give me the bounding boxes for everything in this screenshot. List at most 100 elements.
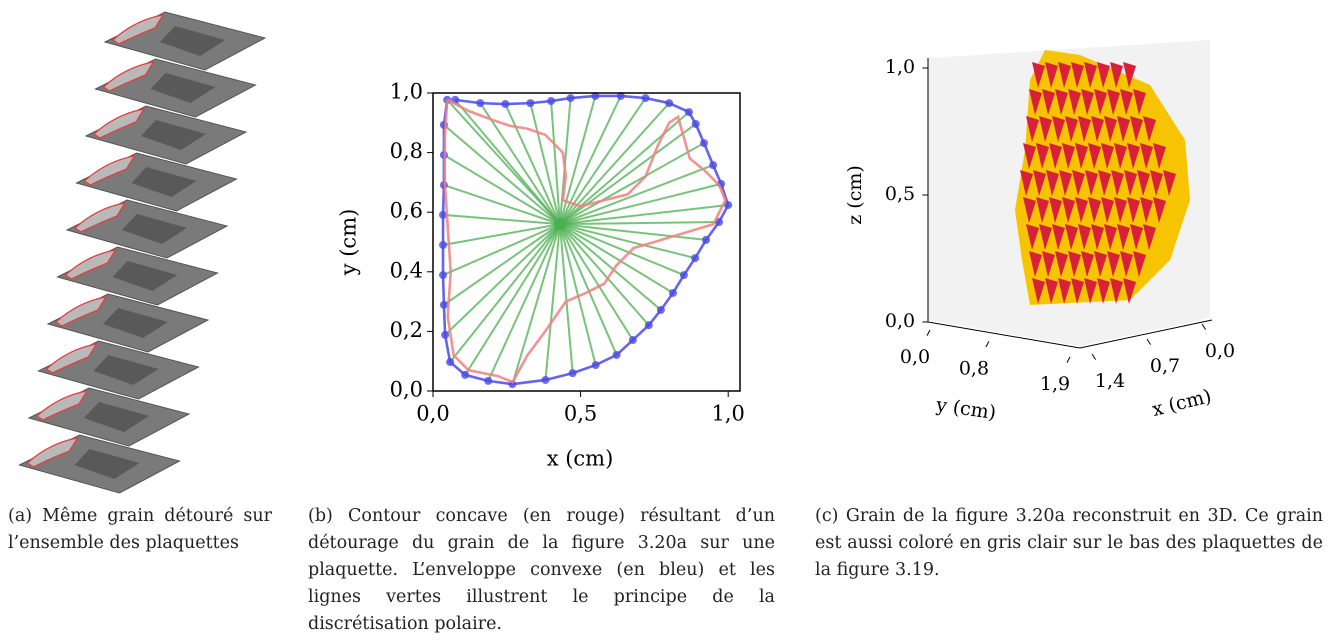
panel-b-chart: 0,0 0,5 1,0 0,0 0,2 0,4 0,6 0,8 1,0 x (cm) y (cm) [337,80,745,471]
hull-point [616,91,625,100]
facet [1163,170,1176,196]
facet [1039,116,1052,142]
hull-point [547,97,556,106]
facet [1143,224,1156,250]
facet [1072,170,1085,196]
polar-spoke [487,223,561,382]
facet [1107,251,1120,277]
hull-point [591,91,600,100]
facet [1124,170,1137,196]
facet [1143,116,1156,142]
grain-outline [73,202,127,233]
facet [1026,116,1039,142]
polar-spoke [559,123,697,225]
facet [1140,197,1153,223]
hull-point [461,370,470,379]
y-tick-label: 1,0 [390,80,423,104]
x-axis-label: x (cm) [547,447,614,471]
slice-texture [160,26,225,56]
polar-spoke [464,223,561,376]
polar-spoke [444,223,561,336]
x-axis [1079,319,1213,349]
facet [1094,89,1107,115]
grain-outline [111,14,165,45]
slice-texture [74,449,140,479]
x-tick-label: 1,4 [1095,370,1125,392]
polar-spoke [443,223,561,306]
hull-point [702,235,711,244]
hull-point [439,271,448,280]
facet [1029,89,1042,115]
facet [1111,170,1124,196]
facet [1045,278,1058,304]
y-tick-label: 0,8 [390,139,423,163]
caption-c: (c) Grain de la figure 3.20a reconstruit… [815,506,1323,580]
facet [1068,251,1081,277]
facet [1081,251,1094,277]
facet [1075,143,1088,169]
x-tick [1146,338,1152,345]
slice-texture [84,402,149,432]
facet [1078,116,1091,142]
hull-point [476,99,485,108]
z-tick-label: 0,5 [885,183,915,205]
facet [1062,197,1075,223]
facet [1127,197,1140,223]
polar-spoke [559,223,685,277]
facet [1065,116,1078,142]
facet [1123,278,1136,304]
hull-point [668,288,677,297]
grain-outline [64,249,117,280]
facet [1107,89,1120,115]
y-tick-label: 0,4 [390,258,423,282]
caption-a: (a) Même grain détouré sur l’ensemble de… [8,506,272,553]
facet [1120,89,1133,115]
facet [1075,197,1088,223]
facet [1029,251,1042,277]
polar-spoke [550,100,561,225]
facet [1133,251,1146,277]
polar-spoke [559,223,707,241]
hull-point [665,99,674,108]
x-tick-label: 0,0 [416,402,449,426]
facet [1101,197,1114,223]
facet [1130,224,1143,250]
x-tick [1201,323,1207,330]
y-axis [927,321,1081,349]
facet [1140,143,1153,169]
facet [1039,224,1052,250]
polar-spoke [559,102,670,225]
z-tick-label: 0,0 [885,310,915,332]
facet [1052,224,1065,250]
grain-outline [92,108,146,139]
facet [1032,278,1045,304]
hull-point [699,139,708,148]
hull-point [526,99,535,108]
facet [1117,116,1130,142]
facet [1123,62,1136,88]
facet [1059,170,1072,196]
polar-spoke [559,223,674,294]
facet [1049,143,1062,169]
polar-spoke [504,103,561,225]
facet [1085,170,1098,196]
facet [1032,62,1045,88]
facet [1127,143,1140,169]
facet [1023,143,1036,169]
facet [1150,170,1163,196]
facet [1098,170,1111,196]
facet [1084,62,1097,88]
z-axis-label: z (cm) [844,165,866,225]
facet [1052,116,1065,142]
y-tick [926,329,931,336]
facet [1026,224,1039,250]
facet [1137,170,1150,196]
polar-spoke [558,95,597,225]
y-tick-label: 0,8 [959,357,989,379]
facet [1042,251,1055,277]
z-tick-label: 1,0 [885,56,915,78]
y-axis-label: y (cm) [934,394,998,424]
hull-point [439,300,448,309]
facet [1097,62,1110,88]
facet [1055,251,1068,277]
